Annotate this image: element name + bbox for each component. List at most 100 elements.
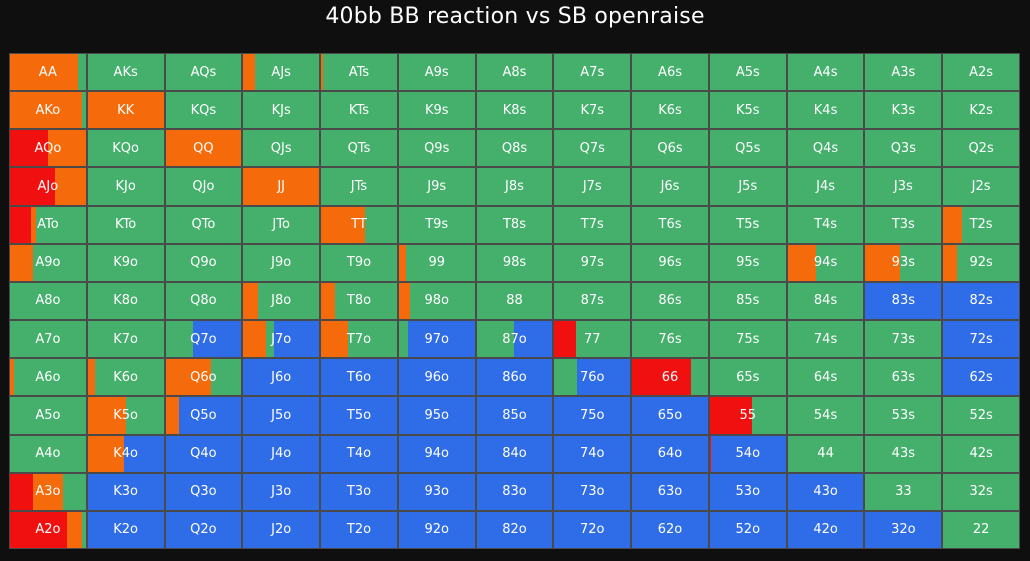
hand-cell-Q4s[interactable]: Q4s: [786, 129, 865, 168]
hand-cell-93o[interactable]: 93o: [397, 472, 476, 511]
hand-cell-A2o[interactable]: A2o: [9, 510, 87, 549]
hand-cell-QTo[interactable]: QTo: [164, 205, 243, 244]
hand-cell-T5o[interactable]: T5o: [320, 396, 398, 435]
hand-cell-A5s[interactable]: A5s: [708, 53, 787, 92]
hand-cell-Q2o[interactable]: Q2o: [164, 510, 243, 549]
hand-cell-92o[interactable]: 92o: [397, 510, 476, 549]
hand-cell-K7s[interactable]: K7s: [553, 91, 632, 130]
hand-cell-QJo[interactable]: QJo: [164, 167, 243, 206]
hand-cell-A6o[interactable]: A6o: [9, 358, 87, 397]
hand-cell-75o[interactable]: 75o: [553, 396, 632, 435]
hand-cell-Q4o[interactable]: Q4o: [164, 434, 243, 473]
hand-cell-J9s[interactable]: J9s: [397, 167, 476, 206]
hand-cell-54o[interactable]: 54o: [708, 434, 787, 473]
hand-cell-72s[interactable]: 72s: [942, 320, 1020, 359]
hand-cell-Q8o[interactable]: Q8o: [164, 281, 243, 321]
hand-cell-76s[interactable]: 76s: [631, 320, 709, 359]
hand-cell-AKo[interactable]: AKo: [9, 91, 87, 130]
hand-cell-ATo[interactable]: ATo: [9, 205, 87, 244]
hand-cell-J4o[interactable]: J4o: [242, 434, 321, 473]
hand-cell-KTo[interactable]: KTo: [86, 205, 165, 244]
hand-cell-K8s[interactable]: K8s: [475, 91, 554, 130]
hand-cell-A7s[interactable]: A7s: [553, 53, 632, 92]
hand-cell-Q9s[interactable]: Q9s: [397, 129, 476, 168]
hand-cell-J7o[interactable]: J7o: [242, 320, 321, 359]
hand-cell-J3s[interactable]: J3s: [864, 167, 943, 206]
hand-cell-TT[interactable]: TT: [320, 205, 398, 244]
hand-cell-85o[interactable]: 85o: [475, 396, 554, 435]
hand-cell-A9o[interactable]: A9o: [9, 243, 87, 282]
hand-cell-A9s[interactable]: A9s: [397, 53, 476, 92]
hand-cell-53o[interactable]: 53o: [708, 472, 787, 511]
hand-cell-J4s[interactable]: J4s: [786, 167, 865, 206]
hand-cell-Q2s[interactable]: Q2s: [942, 129, 1020, 168]
hand-cell-K5s[interactable]: K5s: [708, 91, 787, 130]
hand-cell-73s[interactable]: 73s: [864, 320, 943, 359]
hand-cell-82o[interactable]: 82o: [475, 510, 554, 549]
hand-cell-87s[interactable]: 87s: [553, 281, 632, 321]
hand-cell-52o[interactable]: 52o: [708, 510, 787, 549]
hand-cell-T2o[interactable]: T2o: [320, 510, 398, 549]
hand-cell-T6o[interactable]: T6o: [320, 358, 398, 397]
hand-cell-J7s[interactable]: J7s: [553, 167, 632, 206]
hand-cell-96o[interactable]: 96o: [397, 358, 476, 397]
hand-cell-ATs[interactable]: ATs: [320, 53, 398, 92]
hand-cell-42s[interactable]: 42s: [942, 434, 1020, 473]
hand-cell-AQo[interactable]: AQo: [9, 129, 87, 168]
hand-cell-98s[interactable]: 98s: [475, 243, 554, 282]
hand-cell-77[interactable]: 77: [553, 320, 632, 359]
hand-cell-QTs[interactable]: QTs: [320, 129, 398, 168]
hand-cell-97o[interactable]: 97o: [397, 320, 476, 359]
hand-cell-J5s[interactable]: J5s: [708, 167, 787, 206]
hand-cell-T3s[interactable]: T3s: [864, 205, 943, 244]
hand-cell-63s[interactable]: 63s: [864, 358, 943, 397]
hand-cell-83o[interactable]: 83o: [475, 472, 554, 511]
hand-cell-33[interactable]: 33: [864, 472, 943, 511]
hand-cell-T6s[interactable]: T6s: [631, 205, 709, 244]
hand-cell-A8o[interactable]: A8o: [9, 281, 87, 321]
hand-cell-66[interactable]: 66: [631, 358, 709, 397]
hand-cell-95s[interactable]: 95s: [708, 243, 787, 282]
hand-cell-J8o[interactable]: J8o: [242, 281, 321, 321]
hand-cell-J9o[interactable]: J9o: [242, 243, 321, 282]
hand-cell-65o[interactable]: 65o: [631, 396, 709, 435]
hand-cell-22[interactable]: 22: [942, 510, 1020, 549]
hand-cell-95o[interactable]: 95o: [397, 396, 476, 435]
hand-cell-85s[interactable]: 85s: [708, 281, 787, 321]
hand-cell-J2o[interactable]: J2o: [242, 510, 321, 549]
hand-cell-T7o[interactable]: T7o: [320, 320, 398, 359]
hand-cell-53s[interactable]: 53s: [864, 396, 943, 435]
hand-cell-K3o[interactable]: K3o: [86, 472, 165, 511]
hand-cell-K2s[interactable]: K2s: [942, 91, 1020, 130]
hand-cell-54s[interactable]: 54s: [786, 396, 865, 435]
hand-cell-A6s[interactable]: A6s: [631, 53, 709, 92]
hand-cell-T5s[interactable]: T5s: [708, 205, 787, 244]
hand-cell-J5o[interactable]: J5o: [242, 396, 321, 435]
hand-cell-A2s[interactable]: A2s: [942, 53, 1020, 92]
hand-cell-Q6o[interactable]: Q6o: [164, 358, 243, 397]
hand-cell-KQs[interactable]: KQs: [164, 91, 243, 130]
hand-cell-86o[interactable]: 86o: [475, 358, 554, 397]
hand-cell-K6o[interactable]: K6o: [86, 358, 165, 397]
hand-cell-94o[interactable]: 94o: [397, 434, 476, 473]
hand-cell-K9s[interactable]: K9s: [397, 91, 476, 130]
hand-cell-84o[interactable]: 84o: [475, 434, 554, 473]
hand-cell-83s[interactable]: 83s: [864, 281, 943, 321]
hand-cell-55[interactable]: 55: [708, 396, 787, 435]
hand-cell-A4s[interactable]: A4s: [786, 53, 865, 92]
hand-cell-K6s[interactable]: K6s: [631, 91, 709, 130]
hand-cell-72o[interactable]: 72o: [553, 510, 632, 549]
hand-cell-A7o[interactable]: A7o: [9, 320, 87, 359]
hand-cell-97s[interactable]: 97s: [553, 243, 632, 282]
hand-cell-44[interactable]: 44: [786, 434, 865, 473]
hand-cell-K4s[interactable]: K4s: [786, 91, 865, 130]
hand-cell-64s[interactable]: 64s: [786, 358, 865, 397]
hand-cell-74o[interactable]: 74o: [553, 434, 632, 473]
hand-cell-KJo[interactable]: KJo: [86, 167, 165, 206]
hand-cell-J6o[interactable]: J6o: [242, 358, 321, 397]
hand-cell-A4o[interactable]: A4o: [9, 434, 87, 473]
hand-cell-64o[interactable]: 64o: [631, 434, 709, 473]
hand-cell-92s[interactable]: 92s: [942, 243, 1020, 282]
hand-cell-AA[interactable]: AA: [9, 53, 87, 92]
hand-cell-Q7o[interactable]: Q7o: [164, 320, 243, 359]
